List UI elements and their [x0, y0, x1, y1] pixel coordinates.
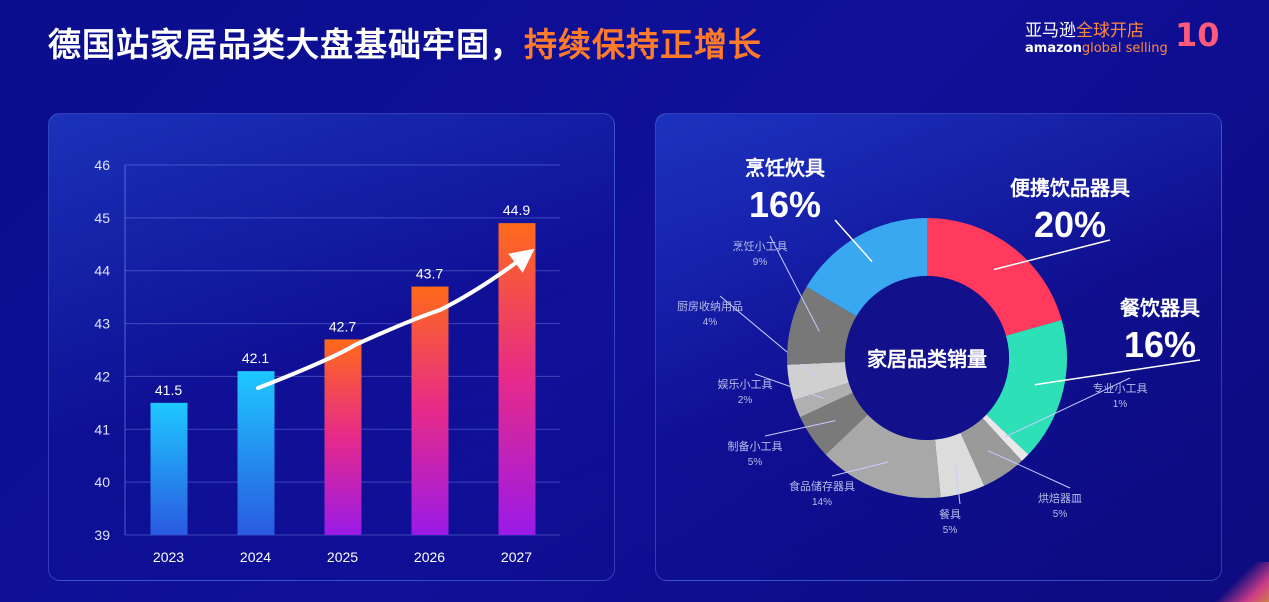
x-tick-label: 2026	[414, 549, 445, 565]
trend-arrow	[256, 248, 535, 390]
y-tick-label: 41	[94, 421, 110, 437]
x-tick-label: 2025	[327, 549, 358, 565]
donut-hole	[845, 276, 1009, 440]
slice-label: 餐具	[939, 507, 961, 521]
slice-percent: 5%	[943, 525, 958, 536]
leader-line	[1034, 359, 1201, 386]
y-tick-label: 46	[94, 157, 110, 173]
amazon-global-selling-logo: 亚马逊全球开店 amazonglobal selling 10	[1025, 16, 1225, 56]
slice-percent: 9%	[753, 257, 768, 268]
donut-center-label: 家居品类销量	[867, 347, 987, 371]
data-label: 41.5	[155, 382, 182, 398]
slice-percent: 1%	[1113, 399, 1128, 410]
donut-slice	[800, 392, 868, 455]
leader-line	[831, 461, 889, 477]
data-label: 42.1	[242, 350, 269, 366]
x-tick-label: 2024	[240, 549, 271, 565]
data-label: 43.7	[416, 266, 443, 282]
title-main: 德国站家居品类大盘基础牢固，	[48, 25, 524, 64]
bar-2025	[324, 339, 362, 535]
logo-cn: 亚马逊	[1025, 21, 1076, 41]
decorative-corner	[1199, 562, 1269, 602]
slice-percent: 5%	[1053, 509, 1068, 520]
data-label: 42.7	[329, 318, 356, 334]
donut-slice	[825, 414, 941, 499]
donut-slice	[934, 432, 985, 498]
slice-percent: 16%	[749, 184, 821, 225]
y-tick-label: 39	[94, 527, 110, 543]
data-label: 44.9	[503, 202, 530, 218]
slice-label: 烘焙器皿	[1038, 491, 1082, 505]
donut-slice	[982, 414, 1029, 461]
logo-en: amazon	[1025, 41, 1082, 56]
slice-label: 烹饪炊具	[745, 156, 825, 180]
donut-slice	[927, 218, 1062, 336]
y-tick-label: 43	[94, 316, 110, 332]
x-tick-label: 2027	[501, 549, 532, 565]
leader-line	[1004, 377, 1131, 438]
slice-label: 专业小工具	[1093, 381, 1148, 395]
logo-en-tag: global selling	[1081, 41, 1168, 56]
slice-percent: 20%	[1034, 204, 1106, 245]
slice-label: 娱乐小工具	[718, 377, 773, 391]
leader-line	[987, 450, 1071, 489]
x-tick-label: 2023	[153, 549, 184, 565]
y-tick-label: 42	[94, 368, 110, 384]
slice-percent: 5%	[748, 457, 763, 468]
slice-label: 制备小工具	[728, 439, 783, 453]
slice-label: 便携饮品器具	[1010, 176, 1130, 200]
y-tick-label: 44	[94, 263, 110, 279]
leader-line	[834, 219, 873, 263]
bar-2027	[498, 223, 536, 535]
leader-line	[769, 235, 820, 332]
leader-line	[954, 465, 961, 505]
bar-2023	[150, 402, 188, 535]
slice-percent: 14%	[812, 497, 832, 508]
donut-slice	[986, 319, 1067, 455]
slice-label: 厨房收纳用品	[677, 299, 743, 313]
donut-slice	[787, 361, 849, 401]
slice-label: 烹饪小工具	[733, 239, 788, 253]
leader-line	[993, 239, 1111, 271]
slice-percent: 4%	[703, 317, 718, 328]
slice-label: 餐饮器具	[1120, 296, 1200, 320]
bar-2024	[237, 371, 275, 535]
y-tick-label: 40	[94, 474, 110, 490]
slice-percent: 2%	[738, 395, 753, 406]
title-highlight: 持续保持正增长	[524, 25, 762, 64]
donut-slice	[793, 382, 853, 418]
page-title: 德国站家居品类大盘基础牢固，持续保持正增长	[48, 18, 762, 66]
donut-slice	[806, 218, 927, 317]
donut-slice	[787, 286, 857, 365]
anniversary-badge: 10	[1175, 16, 1220, 54]
slice-percent: 16%	[1124, 324, 1196, 365]
y-tick-label: 45	[94, 210, 110, 226]
logo-cn-orange: 全球开店	[1076, 21, 1144, 41]
leader-line	[764, 420, 836, 437]
slice-label: 食品储存器具	[789, 479, 855, 493]
bar-2026	[411, 286, 449, 535]
